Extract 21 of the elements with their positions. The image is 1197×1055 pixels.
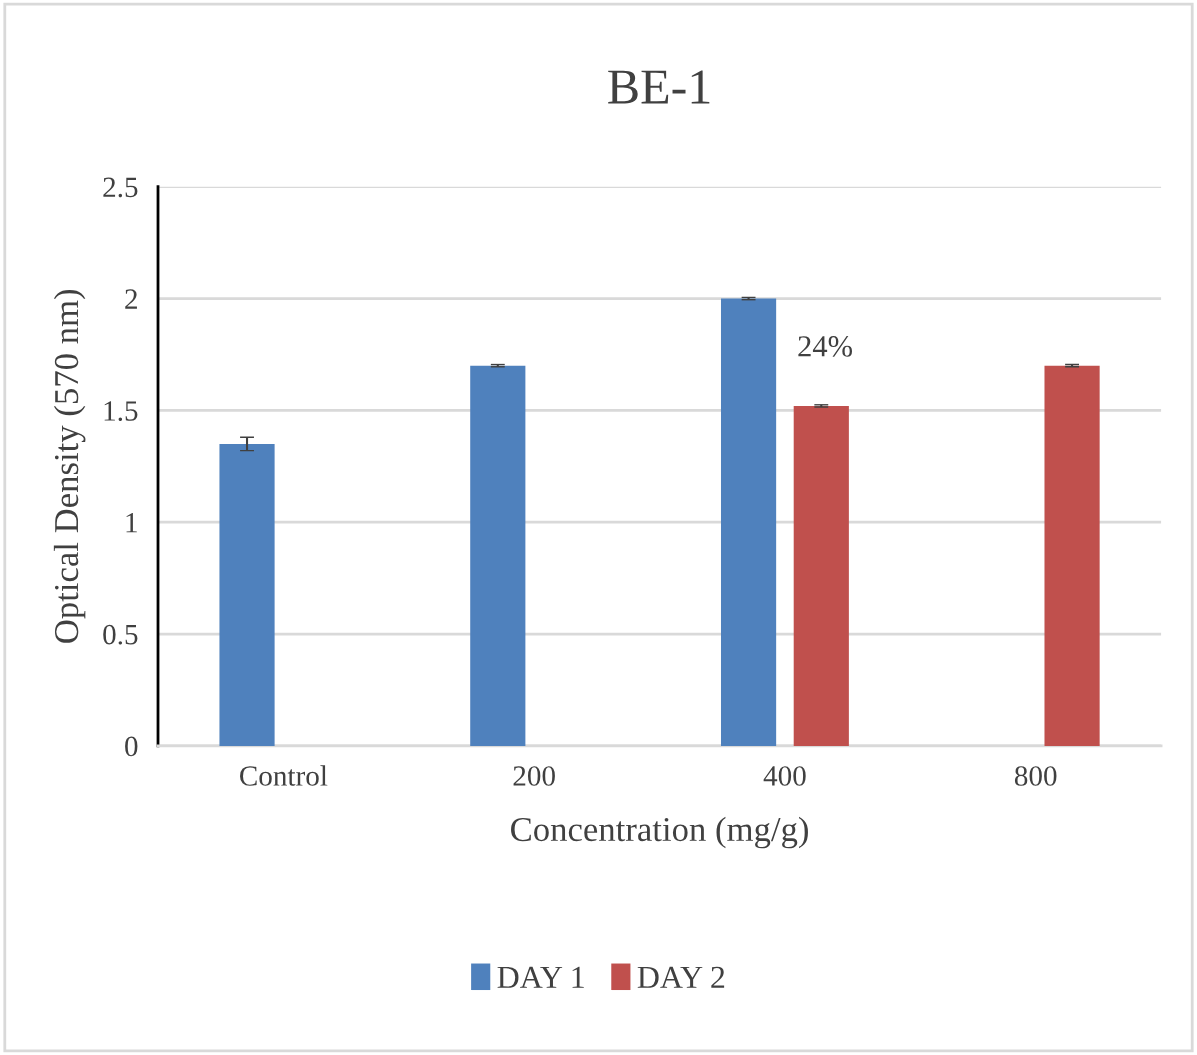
bar xyxy=(793,405,849,746)
x-tick-label: 400 xyxy=(763,766,806,786)
legend-label: DAY 2 xyxy=(637,966,725,988)
annotation: 24% xyxy=(798,336,853,357)
x-tick-label: Control xyxy=(240,765,328,786)
y-tick-label: 2.5 xyxy=(103,177,138,198)
bar xyxy=(219,443,275,746)
x-tick-label: 800 xyxy=(1014,766,1057,786)
y-tick-label: 1.5 xyxy=(104,401,138,421)
y-tick-label: 2 xyxy=(125,289,137,309)
legend-label: DAY 1 xyxy=(497,966,584,988)
chart-title: BE-1 xyxy=(608,70,710,104)
x-tick-label: 200 xyxy=(513,766,555,786)
x-axis-title: Concentration (mg/g) xyxy=(511,816,808,849)
bar xyxy=(1044,365,1100,746)
y-tick-label: 0.5 xyxy=(103,624,138,645)
y-tick-label: 1 xyxy=(126,513,137,533)
bar xyxy=(720,298,777,746)
bar xyxy=(470,365,526,746)
y-axis-title: Optical Density (570 nm) xyxy=(53,289,86,643)
y-tick-label: 0 xyxy=(125,736,138,757)
